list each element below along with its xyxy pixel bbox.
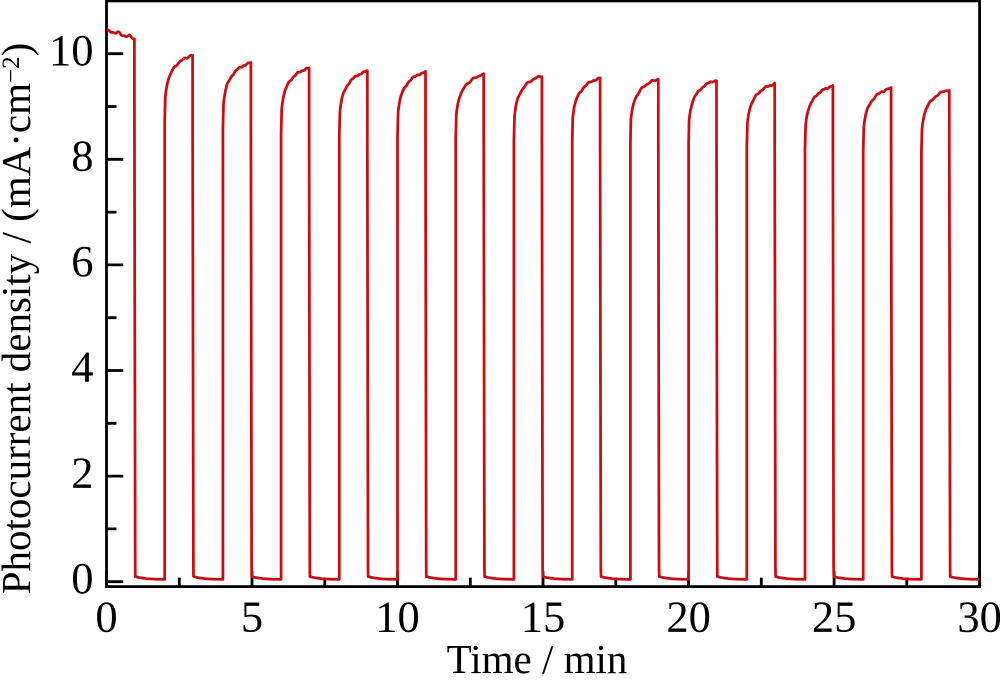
svg-text:30: 30	[957, 592, 1000, 642]
svg-text:10: 10	[49, 25, 94, 75]
svg-text:4: 4	[71, 342, 93, 392]
svg-text:0: 0	[95, 592, 117, 642]
svg-text:15: 15	[521, 592, 566, 642]
svg-text:Time / min: Time / min	[447, 636, 628, 676]
svg-text:10: 10	[375, 592, 420, 642]
svg-text:0: 0	[71, 553, 93, 603]
svg-text:2: 2	[71, 447, 93, 497]
svg-text:6: 6	[71, 236, 93, 286]
svg-text:8: 8	[71, 130, 93, 180]
svg-text:20: 20	[666, 592, 711, 642]
svg-text:5: 5	[241, 592, 263, 642]
svg-text:25: 25	[812, 592, 857, 642]
svg-text:Photocurrent density / (mA·cm−: Photocurrent density / (mA·cm−2)	[0, 43, 39, 595]
